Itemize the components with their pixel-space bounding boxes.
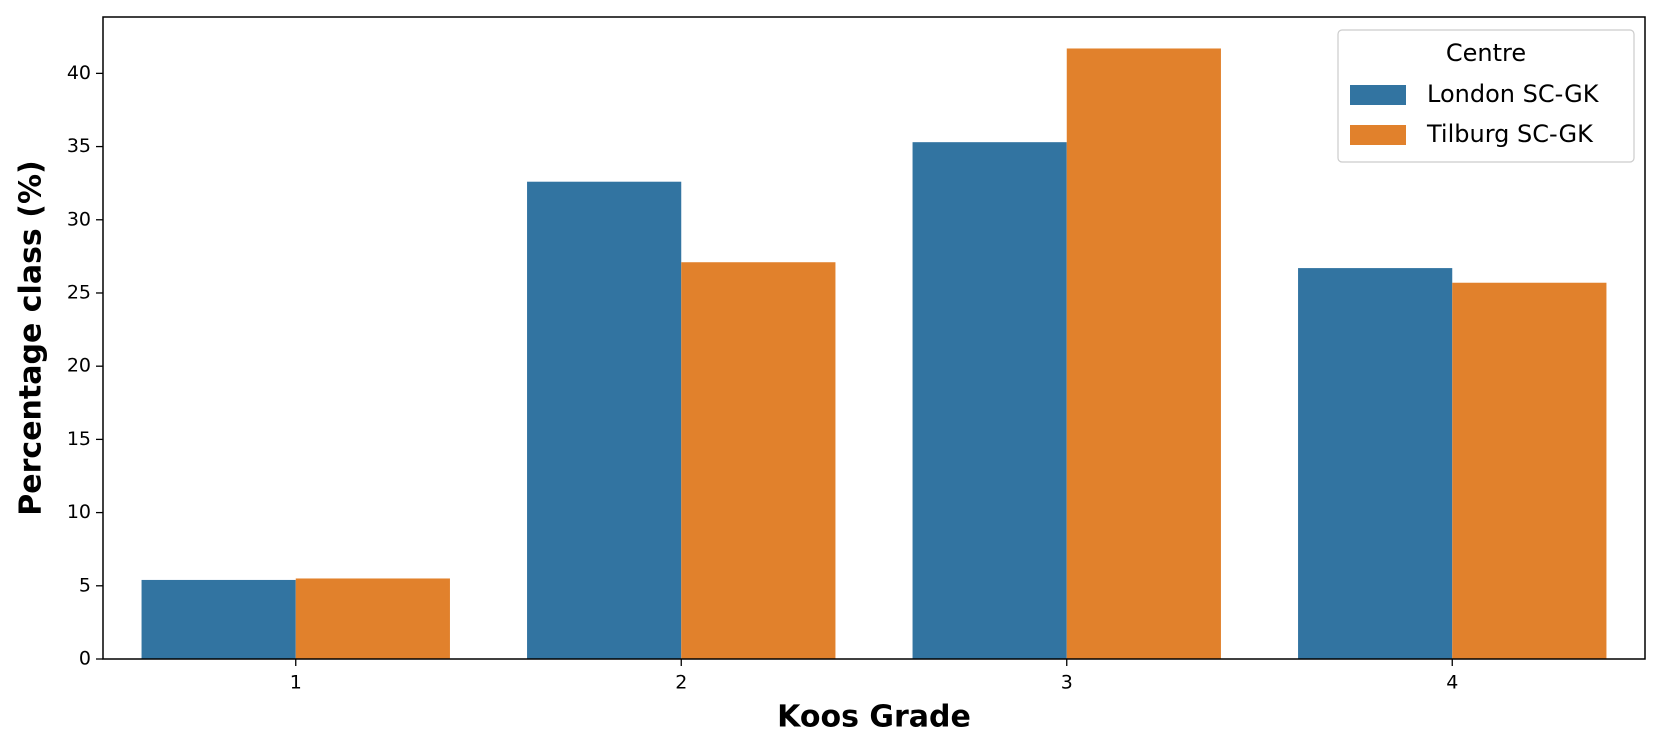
y-tick-label: 30: [67, 208, 91, 230]
y-tick-label: 35: [67, 135, 91, 157]
x-tick-label: 4: [1446, 672, 1458, 694]
bar: [912, 142, 1067, 659]
x-tick-label: 2: [675, 672, 687, 694]
y-tick-label: 40: [67, 62, 91, 84]
y-tick-label: 20: [67, 355, 91, 377]
bar: [295, 578, 450, 659]
legend-title: Centre: [1446, 39, 1526, 67]
y-tick-label: 0: [79, 648, 91, 670]
legend-swatch: [1350, 85, 1406, 105]
x-axis-label: Koos Grade: [777, 700, 971, 735]
bar: [527, 181, 682, 659]
y-tick-label: 5: [79, 574, 91, 596]
bar: [1298, 268, 1453, 659]
legend-box: [1337, 29, 1635, 163]
bar: [1452, 282, 1607, 659]
bar: [681, 262, 836, 659]
bar: [141, 579, 296, 659]
legend-label: Tilburg SC-GK: [1426, 120, 1594, 148]
legend-swatch: [1350, 125, 1406, 145]
y-tick-label: 25: [67, 281, 91, 303]
plot-frame: [102, 16, 1646, 660]
x-tick-label: 1: [290, 672, 302, 694]
x-tick-label: 3: [1061, 672, 1073, 694]
legend-label: London SC-GK: [1427, 80, 1600, 108]
y-axis-label: Percentage class (%): [14, 160, 49, 515]
y-tick-label: 10: [67, 501, 91, 523]
bar: [1066, 48, 1221, 659]
y-tick-label: 15: [67, 428, 91, 450]
